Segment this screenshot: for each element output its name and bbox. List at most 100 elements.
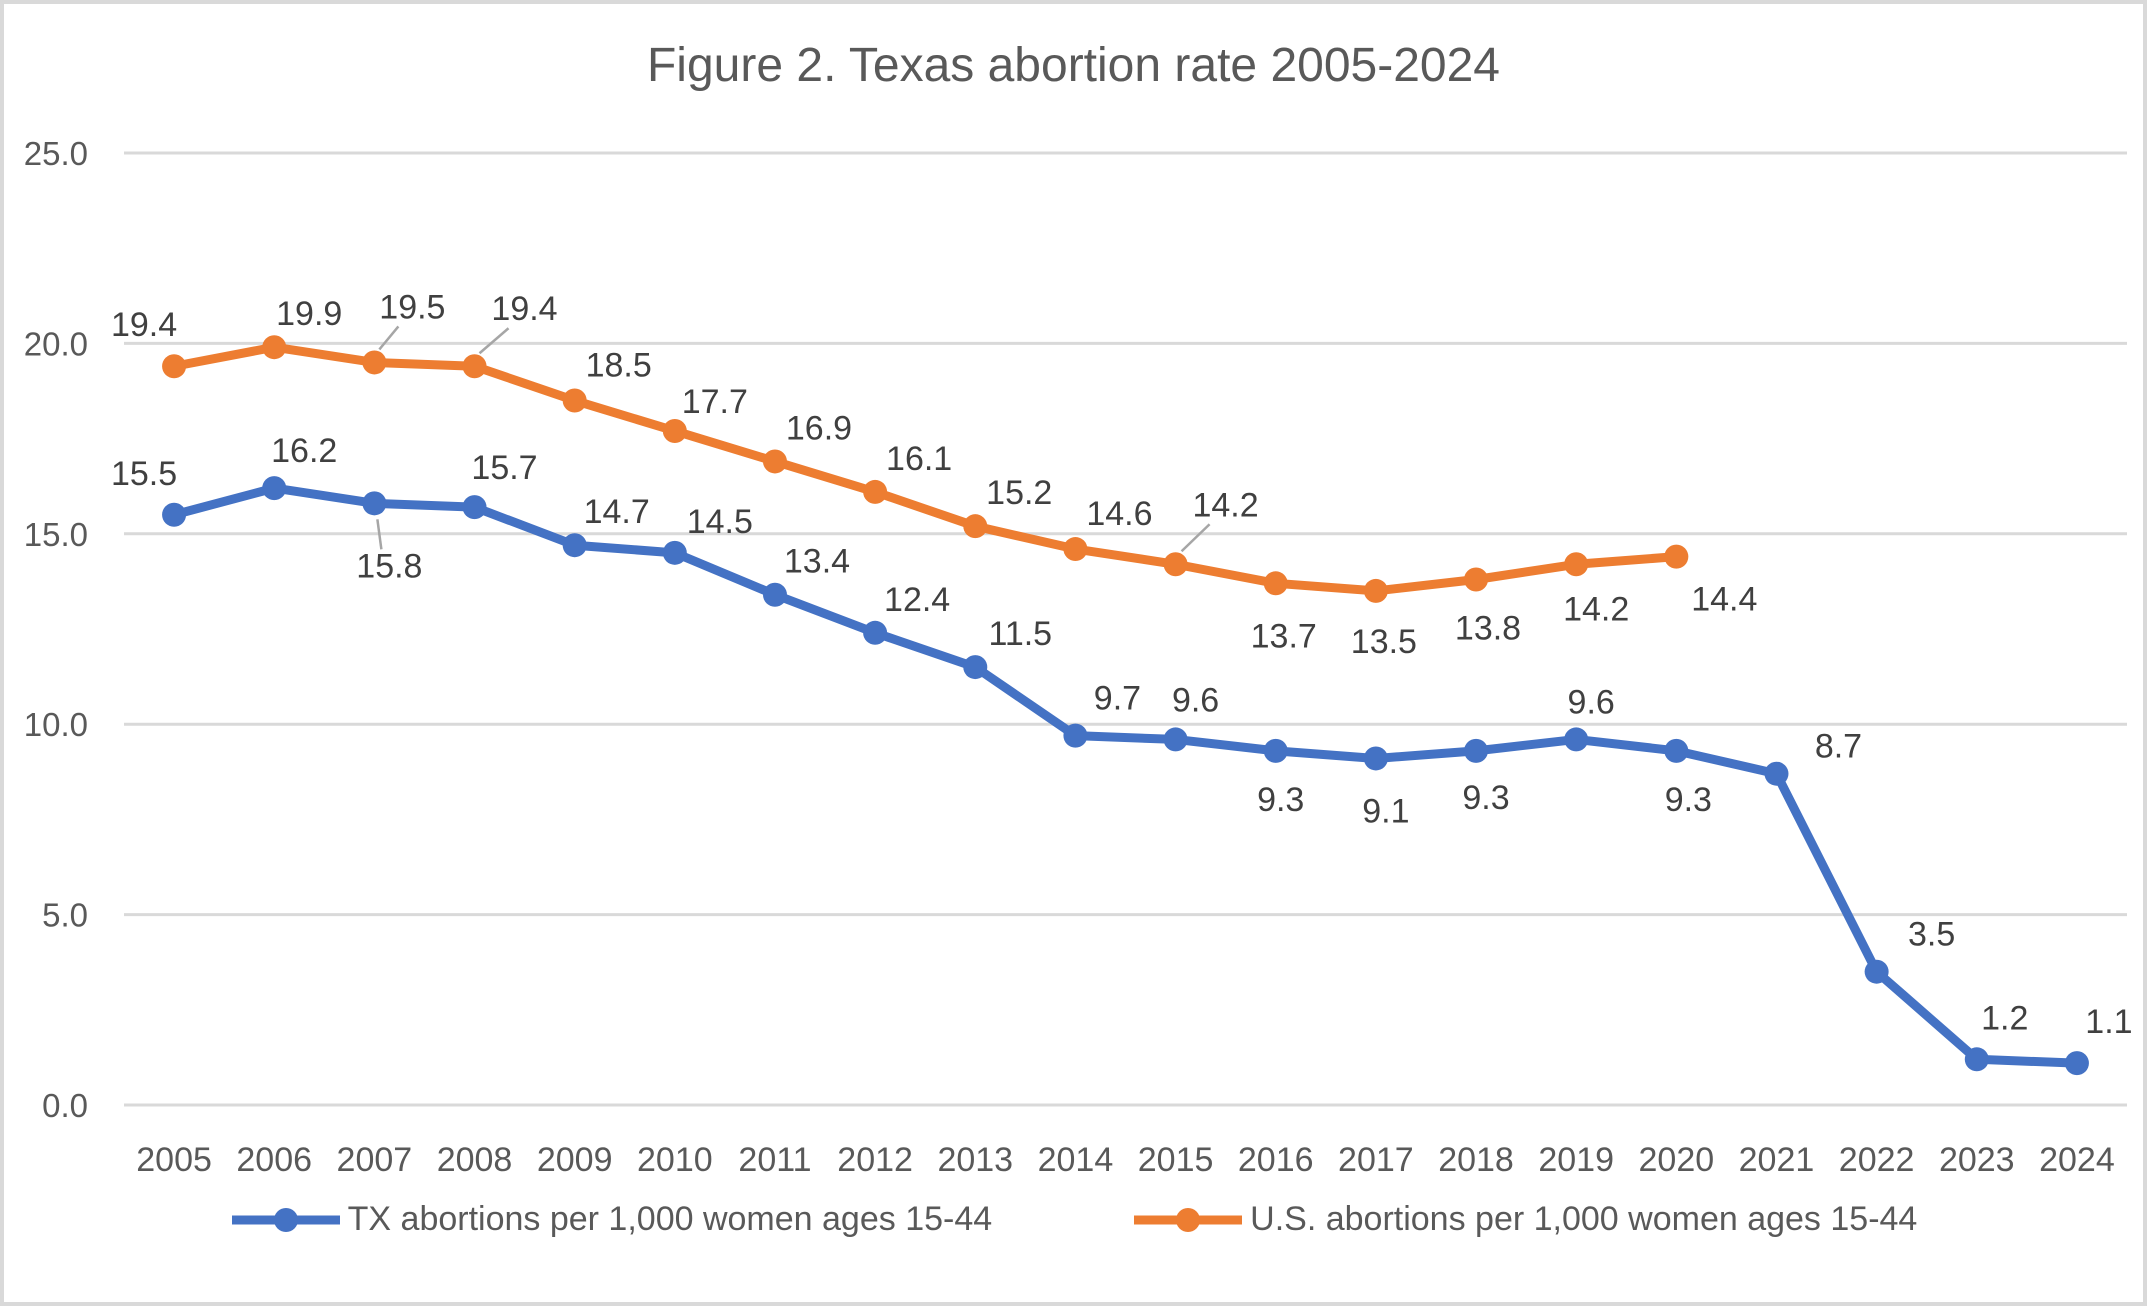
data-label: 9.3 <box>1462 779 1509 817</box>
data-label: 13.4 <box>784 543 850 581</box>
data-label: 16.9 <box>786 409 852 447</box>
data-point-marker <box>1163 727 1188 752</box>
label-leader-line <box>478 327 510 355</box>
data-point-marker <box>963 655 988 680</box>
us-line-marker-icon <box>1134 1207 1243 1232</box>
x-tick-label: 2013 <box>937 1141 1013 1179</box>
data-point-marker <box>262 476 287 501</box>
data-point-marker <box>1964 1047 1989 1072</box>
data-label: 13.8 <box>1455 609 1521 647</box>
data-point-marker <box>562 388 587 413</box>
data-point-marker <box>1864 959 1889 984</box>
data-point-marker <box>1664 738 1689 763</box>
data-point-marker <box>1664 544 1689 569</box>
plot-area: 0.0 5.0 10.0 15.0 20.0 25.0 2005 2006 2007 2008 20… <box>24 135 2133 1179</box>
data-label: 16.2 <box>271 432 337 470</box>
data-point-marker <box>362 491 387 516</box>
data-point-marker <box>662 418 687 443</box>
data-label: 17.7 <box>682 383 748 421</box>
legend-label-us: U.S. abortions per 1,000 women ages 15-4… <box>1250 1200 1918 1238</box>
data-label: 15.2 <box>986 474 1052 512</box>
data-point-marker <box>162 354 187 379</box>
label-leader-line <box>1180 523 1211 553</box>
x-tick-label: 2016 <box>1238 1141 1314 1179</box>
y-tick-label: 5.0 <box>42 897 88 934</box>
data-point-marker <box>1263 571 1288 596</box>
x-tick-label: 2014 <box>1038 1141 1114 1179</box>
data-point-marker <box>762 449 787 474</box>
data-label: 13.5 <box>1351 623 1417 661</box>
data-label: 18.5 <box>586 347 652 385</box>
x-tick-label: 2021 <box>1739 1141 1815 1179</box>
x-tick-label: 2022 <box>1839 1141 1915 1179</box>
x-tick-label: 2010 <box>637 1141 713 1179</box>
y-tick-label: 20.0 <box>24 325 88 362</box>
data-point-marker <box>1063 723 1088 748</box>
data-point-marker <box>2064 1051 2089 1076</box>
y-tick-label: 0.0 <box>42 1087 88 1124</box>
data-point-marker <box>1464 738 1489 763</box>
data-point-marker <box>762 582 787 607</box>
data-label: 9.7 <box>1094 680 1141 718</box>
x-tick-label: 2015 <box>1138 1141 1214 1179</box>
data-label: 14.5 <box>687 503 753 541</box>
data-point-marker <box>462 495 487 520</box>
x-tick-label: 2019 <box>1538 1141 1614 1179</box>
label-leader-line <box>378 325 400 351</box>
x-tick-label: 2005 <box>136 1141 212 1179</box>
y-tick-label: 15.0 <box>24 516 88 553</box>
y-tick-label: 25.0 <box>24 135 88 172</box>
data-point-marker <box>562 533 587 558</box>
x-tick-label: 2011 <box>738 1141 811 1179</box>
legend-item-us: U.S. abortions per 1,000 women ages 15-4… <box>1132 1200 1917 1239</box>
data-label: 1.2 <box>1981 999 2028 1037</box>
data-point-marker <box>1363 578 1388 603</box>
data-label: 14.7 <box>584 493 650 531</box>
x-tick-label: 2018 <box>1438 1141 1514 1179</box>
data-label: 9.3 <box>1257 781 1304 819</box>
data-label: 19.5 <box>379 288 445 326</box>
series-line-us <box>169 342 1681 596</box>
data-point-marker <box>1063 537 1088 562</box>
data-point-marker <box>362 350 387 375</box>
data-point-marker <box>462 354 487 379</box>
x-tick-label: 2017 <box>1338 1141 1414 1179</box>
legend: TX abortions per 1,000 women ages 15-44 … <box>4 1200 2143 1239</box>
data-point-marker <box>1564 552 1589 577</box>
legend-label-tx: TX abortions per 1,000 women ages 15-44 <box>347 1200 993 1238</box>
data-label: 13.7 <box>1251 617 1317 655</box>
data-label: 16.1 <box>886 440 952 478</box>
data-label: 9.3 <box>1665 781 1712 819</box>
series-line-tx <box>169 483 2082 1068</box>
data-label: 9.6 <box>1172 681 1219 719</box>
data-point-marker <box>863 620 888 645</box>
data-label: 12.4 <box>884 581 950 619</box>
data-label: 3.5 <box>1908 916 1955 954</box>
data-label: 1.1 <box>2085 1003 2132 1041</box>
data-label: 19.4 <box>111 306 177 344</box>
data-point-marker <box>1464 567 1489 592</box>
data-point-marker <box>963 514 988 539</box>
data-point-marker <box>1564 727 1589 752</box>
data-point-marker <box>1363 746 1388 771</box>
data-point-marker <box>863 479 888 504</box>
x-tick-label: 2023 <box>1939 1141 2015 1179</box>
data-point-marker <box>662 540 687 565</box>
x-tick-label: 2020 <box>1639 1141 1715 1179</box>
data-point-marker <box>162 502 187 527</box>
data-label: 9.1 <box>1362 792 1409 830</box>
data-point-marker <box>262 335 287 360</box>
data-label: 14.4 <box>1691 581 1757 619</box>
data-label: 15.8 <box>356 547 422 585</box>
data-label: 19.4 <box>491 290 557 328</box>
data-label: 8.7 <box>1815 728 1862 766</box>
x-tick-label: 2009 <box>537 1141 613 1179</box>
data-label: 15.7 <box>471 449 537 487</box>
data-point-marker <box>1163 552 1188 577</box>
label-leader-line <box>376 519 383 550</box>
data-label: 14.2 <box>1563 590 1629 628</box>
x-tick-label: 2006 <box>236 1141 312 1179</box>
data-label: 14.6 <box>1086 495 1152 533</box>
legend-item-tx: TX abortions per 1,000 women ages 15-44 <box>230 1200 993 1239</box>
